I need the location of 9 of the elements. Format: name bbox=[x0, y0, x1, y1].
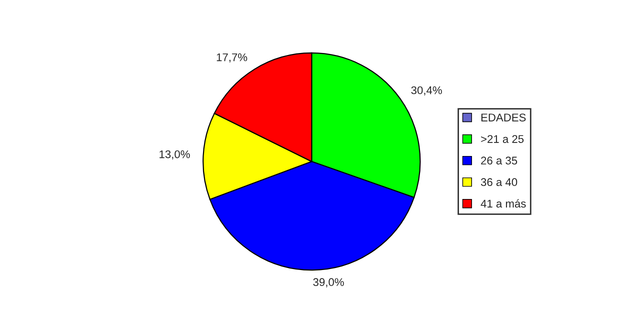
legend-label: 26 a 35 bbox=[481, 156, 518, 165]
legend-label: EDADES bbox=[481, 114, 526, 122]
legend-label: 41 a más bbox=[480, 199, 526, 208]
legend-label: 36 a 40 bbox=[480, 178, 518, 186]
data-label: 17,7% bbox=[216, 53, 248, 63]
data-label: 39,0% bbox=[313, 278, 344, 288]
legend-label: >21 a 25 bbox=[481, 135, 524, 143]
data-label: 13,0% bbox=[160, 150, 190, 160]
data-label: 30,4% bbox=[411, 86, 442, 96]
